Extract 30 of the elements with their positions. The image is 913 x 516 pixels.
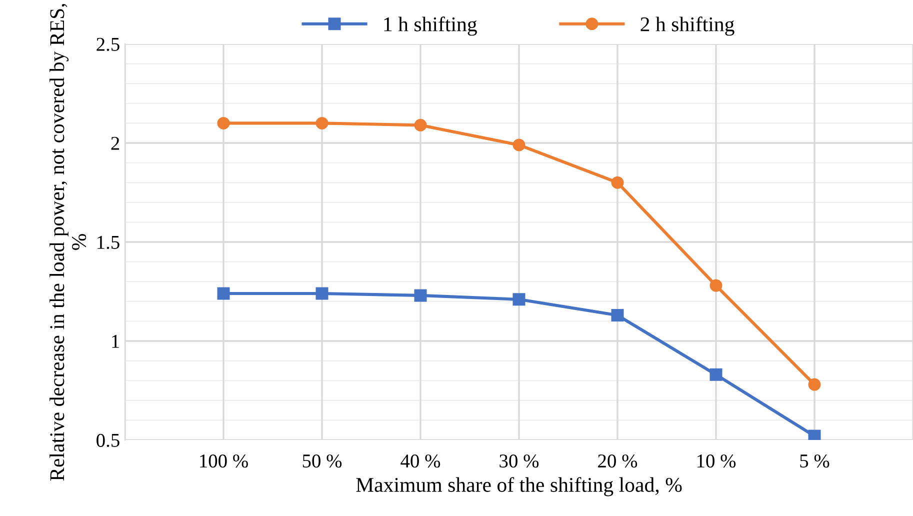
point [710,368,722,381]
x-tick-label: 30 % [500,454,539,468]
point [611,176,624,189]
point [316,287,328,300]
point [611,309,624,322]
legend-label: 1 h shifting [384,16,477,36]
point [414,118,427,132]
y-tick-label: 1.5 [98,236,120,250]
y-tick-label: 1 [112,334,119,348]
point [512,138,526,152]
x-axis-title: Maximum share of the shifting load, % [356,477,682,496]
x-tick-label: 40 % [400,454,440,468]
x-tick-label: 50 % [302,454,342,468]
x-tick-label: 20 % [598,454,638,468]
y-tick-label: 2 [111,136,120,150]
point [414,289,427,302]
point [512,293,526,306]
point [217,116,230,130]
x-tick-label: 100 % [200,454,248,468]
point [808,378,821,391]
y-tick-label: 2.5 [96,38,120,52]
y-axis-title: Relative decrease in the load power, not covered by RES, % [50,4,86,481]
point [808,430,821,440]
x-tick-label: 10 % [697,454,736,468]
point [217,287,230,300]
legend-label: 2 h shifting [640,16,734,36]
y-tick-label: 0.5 [96,434,120,448]
point [316,116,328,130]
point [710,279,722,292]
x-tick-label: 5 % [800,454,830,468]
